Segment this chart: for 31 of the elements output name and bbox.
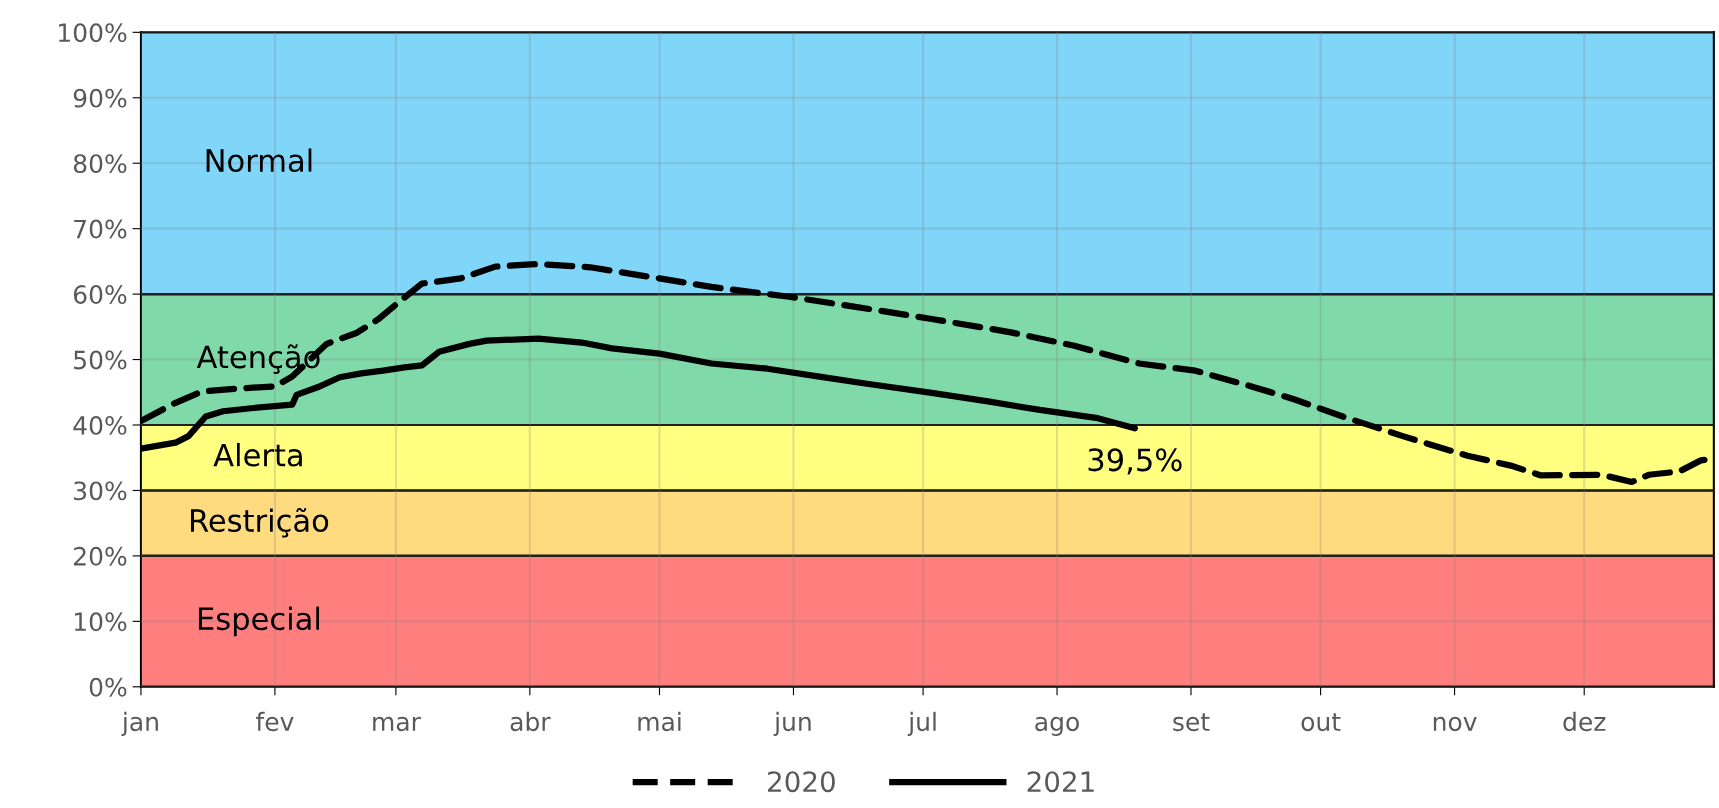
band-label: Alerta [213,442,302,467]
y-tick-label: 40% [73,415,127,435]
legend-label: 2020 [768,771,835,793]
band-label: Restrição [191,507,329,538]
x-tick-label: jun [773,711,811,736]
y-tick-label: 20% [74,546,127,566]
x-tick-label: dez [1563,711,1606,732]
band-label: Normal [206,148,312,173]
y-tick-label: 30% [74,481,127,501]
x-tick-label: jan [121,711,158,736]
y-tick-label: 10% [74,612,127,632]
annotation: 39,5% [1088,448,1182,475]
x-tick-label: nov [1433,716,1477,732]
y-tick-label: 50% [74,350,127,370]
y-tick-label: 80% [73,154,127,174]
y-tick-label: 70% [74,219,127,239]
x-tick-label: mai [638,711,681,732]
y-tick-label: 90% [73,88,127,108]
x-tick-label: abr [510,711,551,732]
x-tick-label: out [1301,713,1341,732]
x-tick-label: jul [907,711,936,736]
x-tick-label: set [1173,713,1210,732]
y-tick-label: 100% [59,23,127,43]
x-tick-label: fev [256,711,294,732]
y-tick-label: 0% [89,677,127,697]
band-label: Atenção [196,344,320,374]
y-tick-label: 60% [73,285,127,304]
legend-label: 2021 [1027,771,1094,793]
x-tick-label: ago [1035,716,1079,736]
x-tick-label: mar [373,716,421,732]
band-label: Especial [198,606,320,637]
